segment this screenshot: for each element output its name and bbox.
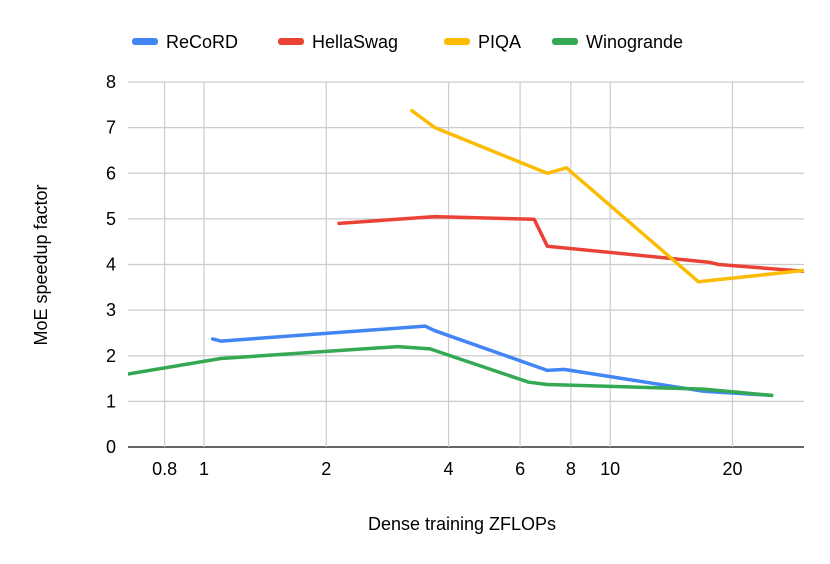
series-line-hellaswag [337, 214, 804, 274]
legend-swatch-hellaswag [278, 38, 304, 45]
legend-label-winogrande: Winogrande [586, 32, 683, 52]
series-line-piqa [410, 108, 804, 284]
legend-swatch-winogrande [552, 38, 578, 45]
y-tick-label: 4 [106, 255, 116, 275]
y-tick-label: 3 [106, 300, 116, 320]
x-tick-label: 2 [321, 459, 331, 479]
y-tick-label: 5 [106, 209, 116, 229]
x-tick-label: 8 [566, 459, 576, 479]
y-tick-label: 0 [106, 437, 116, 457]
legend-label-record: ReCoRD [166, 32, 238, 52]
x-tick-label: 20 [722, 459, 742, 479]
y-axis-title: MoE speedup factor [31, 184, 51, 345]
x-tick-label: 10 [600, 459, 620, 479]
x-tick-label: 6 [515, 459, 525, 479]
series-line-record [210, 324, 774, 398]
legend-swatch-record [132, 38, 158, 45]
x-tick-label: 4 [444, 459, 454, 479]
legend-label-piqa: PIQA [478, 32, 521, 52]
y-tick-label: 2 [106, 346, 116, 366]
series-layer [128, 108, 804, 398]
y-tick-label: 8 [106, 72, 116, 92]
x-axis-title: Dense training ZFLOPs [368, 514, 556, 534]
y-tick-label: 7 [106, 118, 116, 138]
legend-label-hellaswag: HellaSwag [312, 32, 398, 52]
legend: ReCoRD HellaSwag PIQA Winogrande [132, 32, 683, 52]
y-tick-labels: 0 1 2 3 4 5 6 7 8 [106, 72, 116, 457]
y-tick-label: 6 [106, 163, 116, 183]
y-tick-label: 1 [106, 391, 116, 411]
series-line-winogrande [128, 344, 774, 398]
x-tick-labels: 0.8 1 2 4 6 8 10 20 [152, 459, 742, 479]
x-tick-label: 0.8 [152, 459, 177, 479]
x-tick-label: 1 [199, 459, 209, 479]
legend-swatch-piqa [444, 38, 470, 45]
